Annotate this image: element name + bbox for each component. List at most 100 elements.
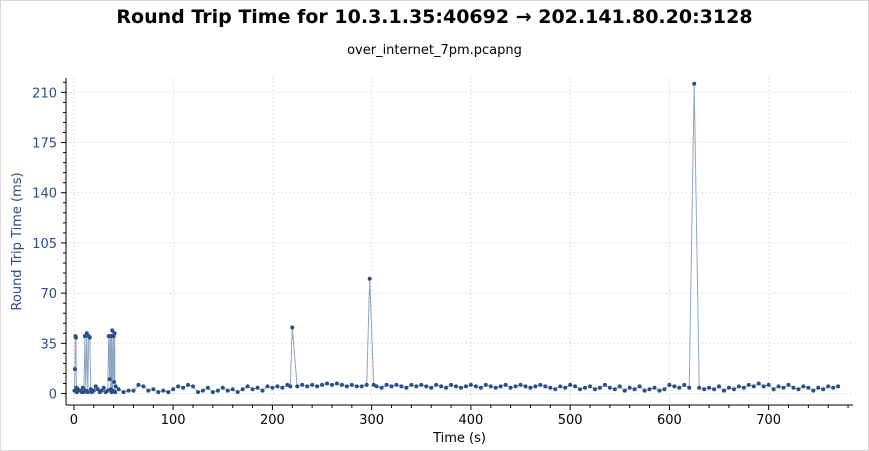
data-point[interactable] bbox=[558, 384, 563, 389]
data-point[interactable] bbox=[107, 377, 112, 382]
data-point[interactable] bbox=[429, 385, 434, 390]
data-point[interactable] bbox=[270, 385, 275, 390]
data-point[interactable] bbox=[195, 390, 200, 395]
data-point[interactable] bbox=[112, 380, 117, 385]
data-point[interactable] bbox=[543, 384, 548, 389]
data-point[interactable] bbox=[290, 325, 295, 330]
data-point[interactable] bbox=[275, 384, 280, 389]
data-series[interactable] bbox=[72, 81, 841, 395]
data-point[interactable] bbox=[354, 384, 359, 389]
data-point[interactable] bbox=[513, 384, 518, 389]
data-point[interactable] bbox=[374, 384, 379, 389]
data-point[interactable] bbox=[151, 387, 156, 392]
data-point[interactable] bbox=[612, 387, 617, 392]
data-point[interactable] bbox=[523, 384, 528, 389]
data-point[interactable] bbox=[622, 388, 627, 393]
data-point[interactable] bbox=[80, 385, 85, 390]
data-point[interactable] bbox=[548, 385, 553, 390]
data-point[interactable] bbox=[488, 384, 493, 389]
data-point[interactable] bbox=[240, 387, 245, 392]
data-point[interactable] bbox=[607, 385, 612, 390]
data-point[interactable] bbox=[295, 384, 300, 389]
data-point[interactable] bbox=[176, 384, 181, 389]
data-point[interactable] bbox=[518, 382, 523, 387]
data-point[interactable] bbox=[320, 382, 325, 387]
data-point[interactable] bbox=[786, 382, 791, 387]
data-point[interactable] bbox=[367, 276, 372, 281]
data-point[interactable] bbox=[796, 387, 801, 392]
data-point[interactable] bbox=[220, 385, 225, 390]
data-point[interactable] bbox=[667, 382, 672, 387]
data-point[interactable] bbox=[85, 390, 90, 395]
data-point[interactable] bbox=[419, 382, 424, 387]
data-point[interactable] bbox=[746, 382, 751, 387]
data-point[interactable] bbox=[578, 387, 583, 392]
data-point[interactable] bbox=[627, 385, 632, 390]
data-point[interactable] bbox=[186, 382, 191, 387]
data-point[interactable] bbox=[563, 385, 568, 390]
data-point[interactable] bbox=[288, 384, 293, 389]
data-point[interactable] bbox=[721, 388, 726, 393]
data-point[interactable] bbox=[568, 382, 573, 387]
data-point[interactable] bbox=[751, 384, 756, 389]
data-point[interactable] bbox=[210, 390, 215, 395]
data-point[interactable] bbox=[255, 385, 260, 390]
data-point[interactable] bbox=[811, 388, 816, 393]
data-point[interactable] bbox=[533, 384, 538, 389]
data-point[interactable] bbox=[657, 388, 662, 393]
data-point[interactable] bbox=[349, 382, 354, 387]
data-point[interactable] bbox=[692, 81, 697, 86]
data-point[interactable] bbox=[756, 381, 761, 386]
data-point[interactable] bbox=[717, 384, 722, 389]
data-point[interactable] bbox=[384, 382, 389, 387]
data-point[interactable] bbox=[280, 385, 285, 390]
data-point[interactable] bbox=[414, 384, 419, 389]
data-point[interactable] bbox=[84, 331, 89, 336]
data-point[interactable] bbox=[329, 382, 334, 387]
data-point[interactable] bbox=[726, 385, 731, 390]
data-point[interactable] bbox=[300, 382, 305, 387]
data-point[interactable] bbox=[93, 384, 98, 389]
data-point[interactable] bbox=[265, 384, 270, 389]
data-point[interactable] bbox=[831, 385, 836, 390]
data-point[interactable] bbox=[181, 385, 186, 390]
data-point[interactable] bbox=[99, 388, 104, 393]
data-point[interactable] bbox=[379, 385, 384, 390]
data-point[interactable] bbox=[702, 387, 707, 392]
data-point[interactable] bbox=[325, 381, 330, 386]
data-point[interactable] bbox=[112, 331, 117, 336]
data-point[interactable] bbox=[677, 385, 682, 390]
data-point[interactable] bbox=[741, 385, 746, 390]
data-point[interactable] bbox=[110, 328, 115, 333]
data-point[interactable] bbox=[136, 382, 141, 387]
data-point[interactable] bbox=[498, 384, 503, 389]
data-point[interactable] bbox=[404, 385, 409, 390]
data-point[interactable] bbox=[230, 387, 235, 392]
data-point[interactable] bbox=[662, 387, 667, 392]
data-point[interactable] bbox=[781, 385, 786, 390]
data-point[interactable] bbox=[156, 390, 161, 395]
data-point[interactable] bbox=[642, 388, 647, 393]
data-point[interactable] bbox=[113, 390, 118, 395]
data-point[interactable] bbox=[588, 384, 593, 389]
data-point[interactable] bbox=[483, 382, 488, 387]
data-point[interactable] bbox=[528, 385, 533, 390]
data-point[interactable] bbox=[113, 384, 118, 389]
data-point[interactable] bbox=[682, 382, 687, 387]
data-point[interactable] bbox=[458, 385, 463, 390]
data-point[interactable] bbox=[87, 335, 92, 340]
data-point[interactable] bbox=[776, 384, 781, 389]
data-point[interactable] bbox=[697, 385, 702, 390]
data-point[interactable] bbox=[632, 387, 637, 392]
data-point[interactable] bbox=[131, 388, 136, 393]
data-point[interactable] bbox=[215, 388, 220, 393]
data-point[interactable] bbox=[473, 384, 478, 389]
data-point[interactable] bbox=[95, 387, 100, 392]
data-point[interactable] bbox=[652, 385, 657, 390]
data-point[interactable] bbox=[260, 388, 265, 393]
data-point[interactable] bbox=[592, 387, 597, 392]
data-point[interactable] bbox=[637, 384, 642, 389]
data-point[interactable] bbox=[736, 384, 741, 389]
data-point[interactable] bbox=[205, 385, 210, 390]
